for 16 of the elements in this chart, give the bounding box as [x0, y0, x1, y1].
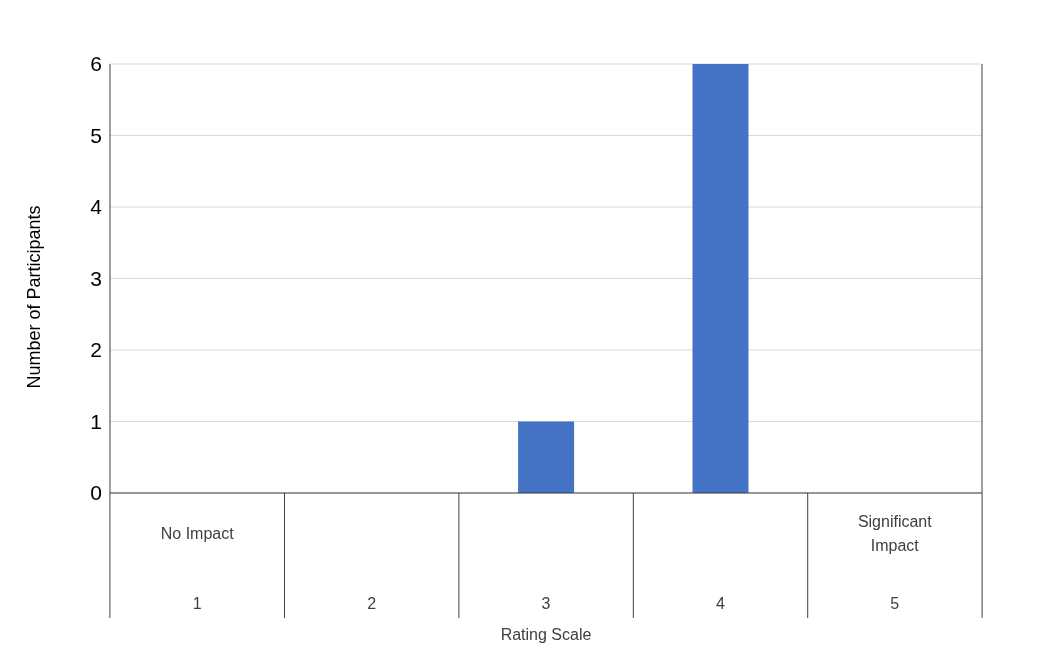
x-tick-label: 5 — [890, 595, 900, 612]
y-tick-label: 6 — [90, 52, 102, 76]
x-axis-title: Rating Scale — [500, 626, 592, 643]
y-tick-label: 0 — [90, 481, 102, 505]
y-tick-label: 1 — [90, 409, 102, 433]
y-axis-title: Number of Participants — [24, 205, 45, 389]
text: No Impact — [160, 525, 235, 542]
x-tick-label: 4 — [715, 595, 725, 612]
x-tick-label: 1 — [192, 595, 202, 612]
y-tick-label: 3 — [90, 266, 102, 290]
y-tick-label: 4 — [90, 195, 103, 219]
x-tick-label: 3 — [541, 595, 551, 612]
x-tick-label: 2 — [367, 595, 377, 612]
y-tick-label: 2 — [90, 338, 102, 362]
text: Significant Impact — [857, 513, 933, 554]
y-tick-label: 5 — [90, 123, 102, 147]
